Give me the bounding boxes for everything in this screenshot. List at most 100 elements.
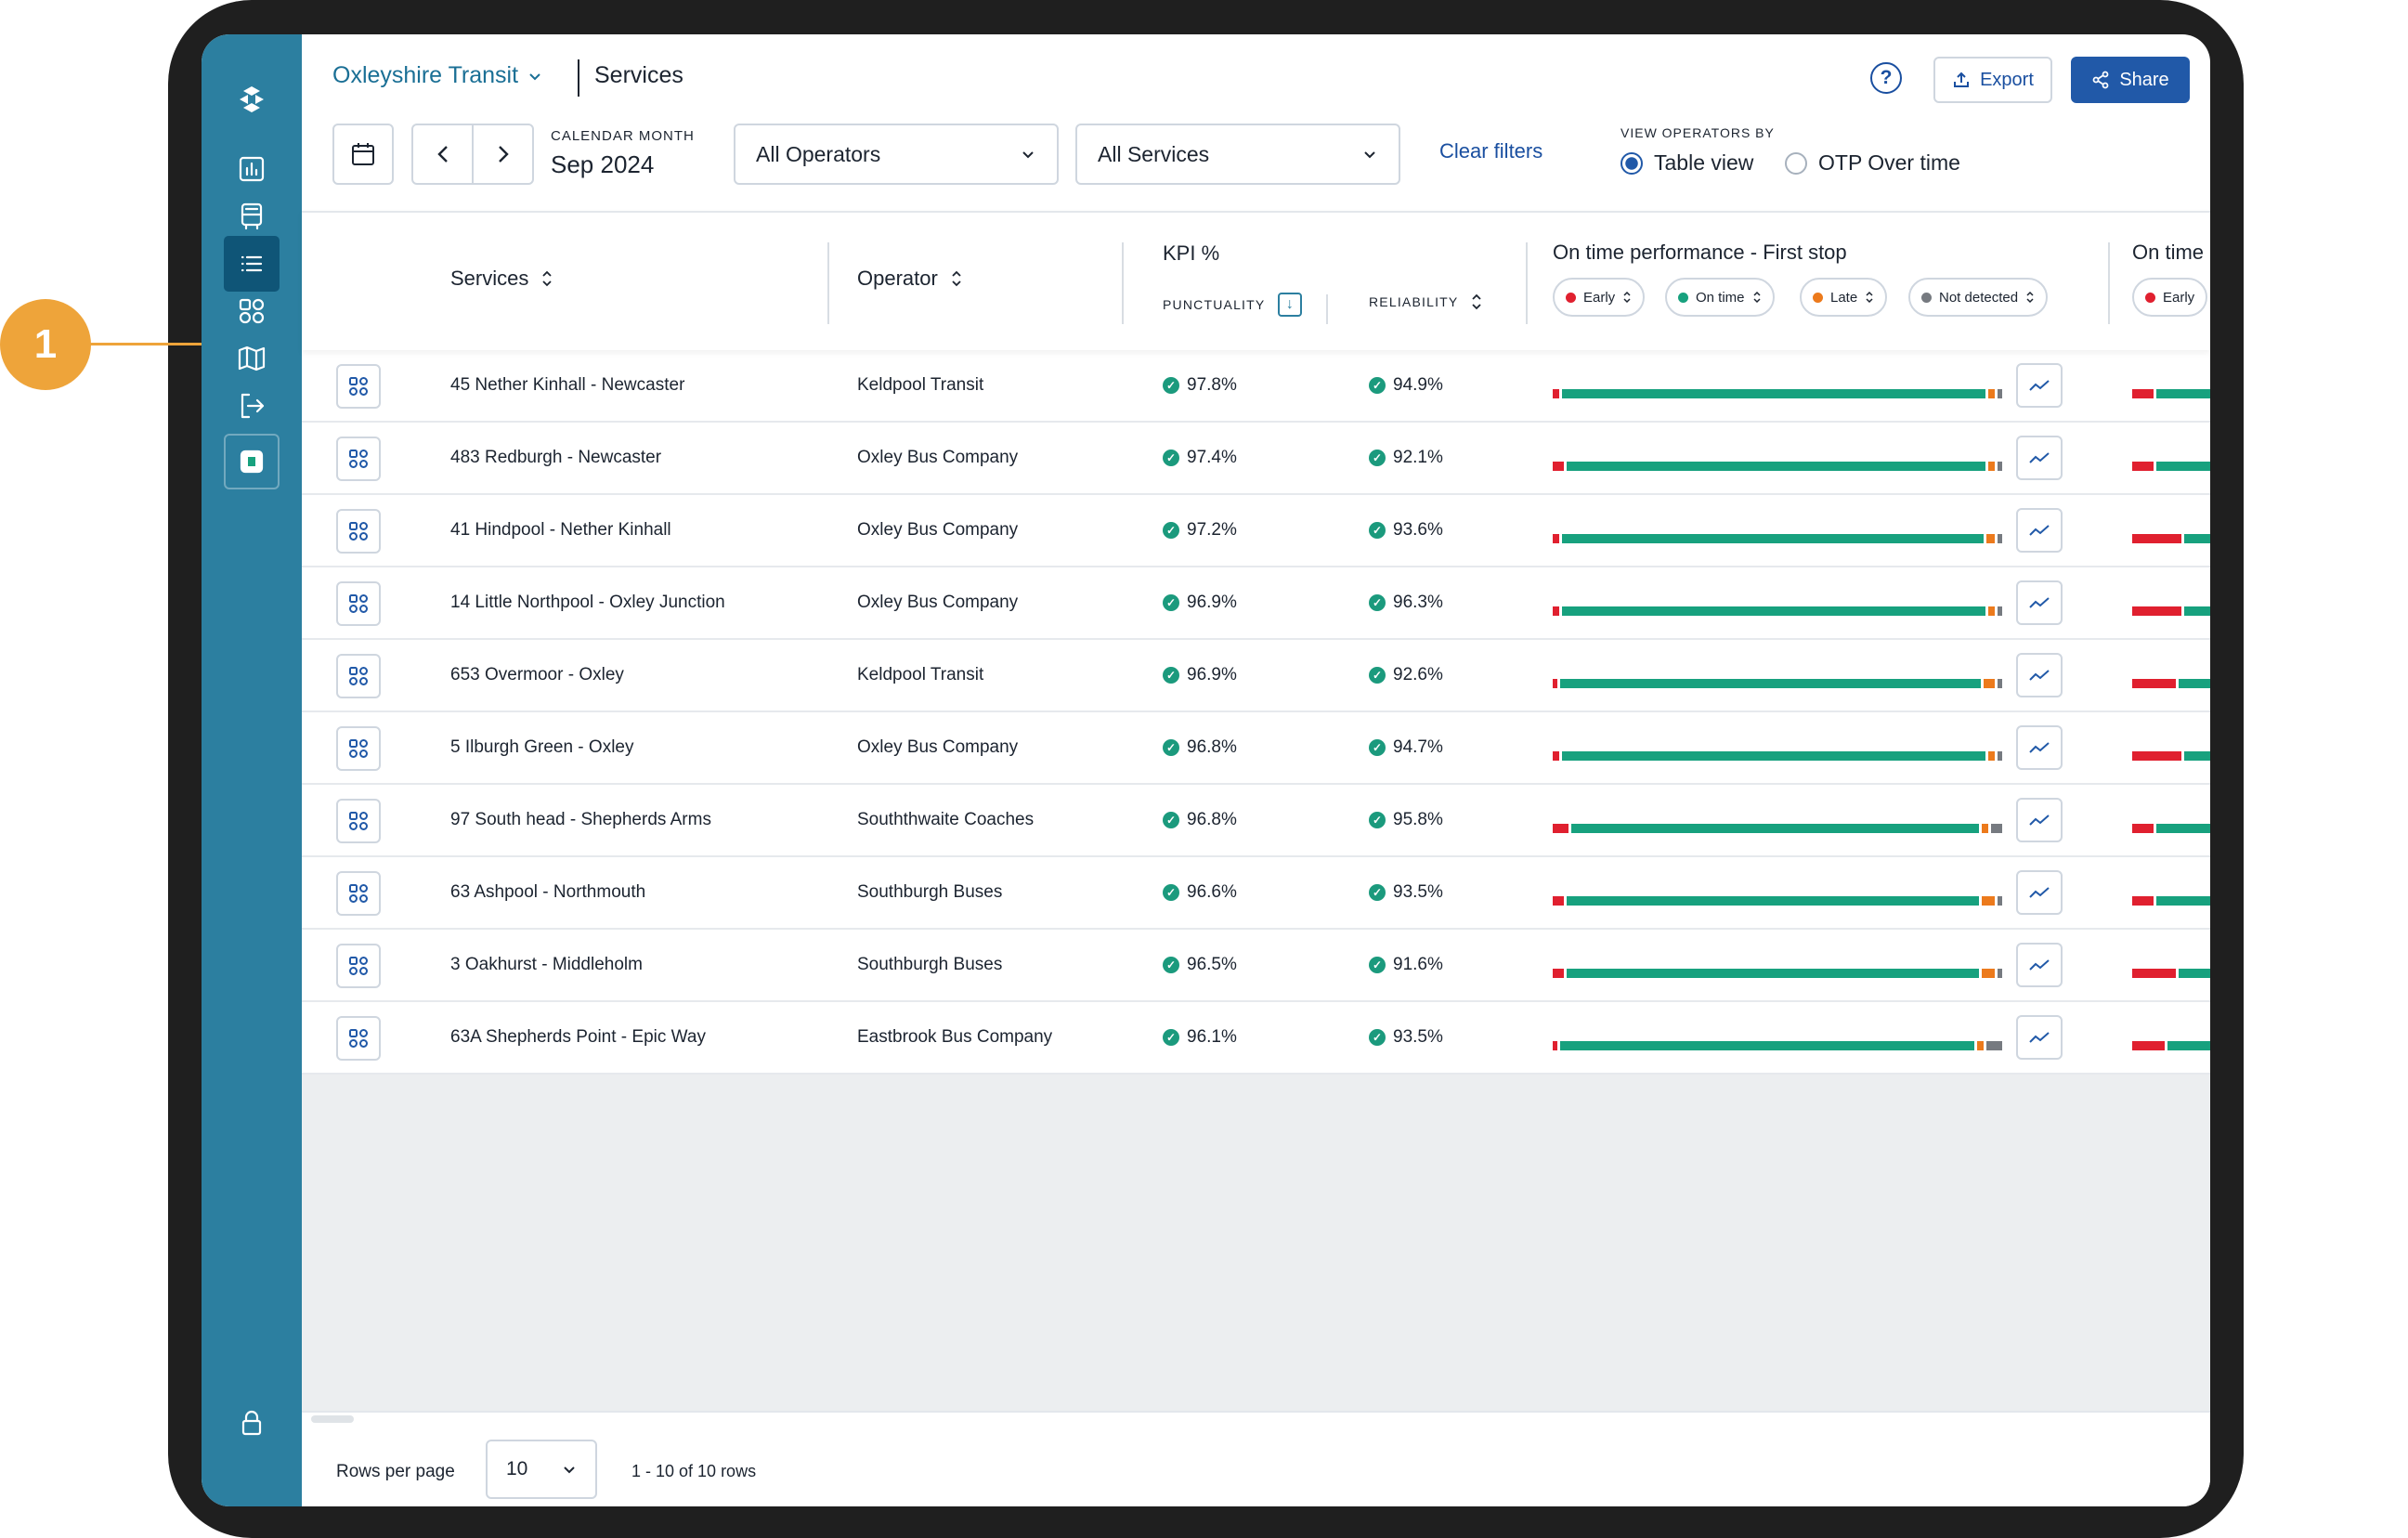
widgets-icon [349,667,368,685]
app-logo-icon[interactable] [224,72,280,127]
service-name[interactable]: 653 Overmoor - Oxley [450,665,624,684]
clear-filters-link[interactable]: Clear filters [1439,139,1543,163]
service-name[interactable]: 41 Hindpool - Nether Kinhall [450,520,671,540]
column-header-services[interactable]: Services [450,267,553,291]
service-name[interactable]: 483 Redburgh - Newcaster [450,448,662,467]
service-details-button[interactable] [336,799,381,843]
trend-chart-button[interactable] [2016,725,2063,770]
service-details-button[interactable] [336,871,381,916]
org-switcher[interactable]: Oxleyshire Transit [332,62,542,89]
map-icon[interactable] [224,331,280,386]
filter-chip-early[interactable]: Early [1553,278,1646,317]
filter-chip-not-detected[interactable]: Not detected [1908,278,2049,317]
bar-segment-on-time [1559,1041,1975,1050]
table-row[interactable]: 14 Little Northpool - Oxley Junction Oxl… [302,567,2210,640]
trend-chart-button[interactable] [2016,798,2063,842]
service-name[interactable]: 3 Oakhurst - Middleholm [450,955,643,974]
trend-chart-button[interactable] [2016,943,2063,987]
table-row[interactable]: 5 Ilburgh Green - Oxley Oxley Bus Compan… [302,712,2210,785]
trend-line-icon [2029,959,2050,971]
reliability-cell: ✓ 95.8% [1369,810,1443,830]
service-details-button[interactable] [336,364,381,409]
previous-month-button[interactable] [413,125,474,183]
chevron-down-icon [1022,151,1034,159]
radio-table-view[interactable]: Table view [1621,150,1753,176]
trend-chart-button[interactable] [2016,1015,2063,1060]
sort-descending-icon[interactable]: ↓ [1278,293,1303,317]
service-details-button[interactable] [336,581,381,626]
column-label: RELIABILITY [1369,294,1459,309]
calendar-button[interactable] [332,124,394,185]
bar-segment-late [1981,824,1989,833]
trend-chart-button[interactable] [2016,363,2063,408]
bar-segment-on-time [1562,606,1986,616]
punctuality-cell: ✓ 96.9% [1163,665,1237,685]
late-dot-icon [1813,292,1823,303]
lock-icon[interactable] [224,1395,280,1451]
column-header-operator[interactable]: Operator [857,267,962,291]
check-circle-icon: ✓ [1369,450,1386,466]
service-details-button[interactable] [336,944,381,988]
table-row[interactable]: 45 Nether Kinhall - Newcaster Keldpool T… [302,350,2210,423]
next-month-button[interactable] [474,125,532,183]
widgets-icon[interactable] [224,283,280,339]
table-row[interactable]: 41 Hindpool - Nether Kinhall Oxley Bus C… [302,495,2210,567]
horizontal-scrollbar[interactable] [311,1415,354,1423]
sort-icon [1866,291,1873,304]
table-row[interactable]: 63A Shepherds Point - Epic Way Eastbrook… [302,1002,2210,1075]
bus-icon[interactable] [224,189,280,244]
punctuality-cell: ✓ 97.2% [1163,520,1237,541]
share-button[interactable]: Share [2071,57,2190,103]
dashboard-chart-icon[interactable] [224,141,280,197]
service-details-button[interactable] [336,654,381,698]
radio-label: OTP Over time [1818,150,1960,175]
service-details-button[interactable] [336,437,381,481]
bar-segment-late [1988,751,1996,761]
brand-widget-icon[interactable] [224,434,280,489]
logout-icon[interactable] [224,378,280,434]
table-row[interactable]: 653 Overmoor - Oxley Keldpool Transit ✓ … [302,640,2210,712]
bar-segment-not-detected [1991,824,2002,833]
service-name[interactable]: 5 Ilburgh Green - Oxley [450,737,634,757]
operator-name: Oxley Bus Company [857,448,1019,467]
column-header-punctuality[interactable]: PUNCTUALITY ↓ [1163,293,1303,317]
trend-chart-button[interactable] [2016,508,2063,553]
column-header-reliability[interactable]: RELIABILITY [1369,293,1482,311]
rows-per-page-select[interactable]: 10 [486,1440,597,1499]
operators-select[interactable]: All Operators [734,124,1059,185]
check-circle-icon: ✓ [1163,522,1179,539]
filter-chip-on-time[interactable]: On time [1665,278,1775,317]
widgets-icon [349,957,368,975]
trend-chart-button[interactable] [2016,653,2063,697]
radio-otp-over-time[interactable]: OTP Over time [1785,150,1960,176]
help-icon[interactable]: ? [1870,62,1902,94]
bar-segment-early [1553,824,1568,833]
services-list-icon[interactable] [224,236,280,292]
service-name[interactable]: 45 Nether Kinhall - Newcaster [450,375,685,395]
service-details-button[interactable] [336,509,381,554]
trend-chart-button[interactable] [2016,580,2063,625]
table-row[interactable]: 97 South head - Shepherds Arms Souththwa… [302,785,2210,857]
service-details-button[interactable] [336,726,381,771]
table-row[interactable]: 3 Oakhurst - Middleholm Southburgh Buses… [302,930,2210,1002]
service-details-button[interactable] [336,1016,381,1061]
filter-chip-early-next[interactable]: Early [2132,278,2208,317]
service-name[interactable]: 97 South head - Shepherds Arms [450,810,711,829]
table-row[interactable]: 483 Redburgh - Newcaster Oxley Bus Compa… [302,423,2210,495]
trend-chart-button[interactable] [2016,436,2063,480]
export-button[interactable]: Export [1933,57,2052,103]
bar-segment-late [1987,462,1996,471]
filter-chip-late[interactable]: Late [1800,278,1888,317]
services-select[interactable]: All Services [1075,124,1400,185]
service-name[interactable]: 14 Little Northpool - Oxley Junction [450,593,725,612]
service-name[interactable]: 63 Ashpool - Northmouth [450,882,646,902]
check-circle-icon: ✓ [1163,957,1179,973]
table-row[interactable]: 63 Ashpool - Northmouth Southburgh Buses… [302,857,2210,930]
bar-segment-not-detected [1998,896,2002,906]
bar-segment-early [1553,1041,1557,1050]
bar-segment-late [1981,969,1996,978]
punctuality-value: 96.9% [1187,665,1237,684]
trend-chart-button[interactable] [2016,870,2063,915]
service-name[interactable]: 63A Shepherds Point - Epic Way [450,1027,706,1047]
upload-icon [1954,72,1970,87]
